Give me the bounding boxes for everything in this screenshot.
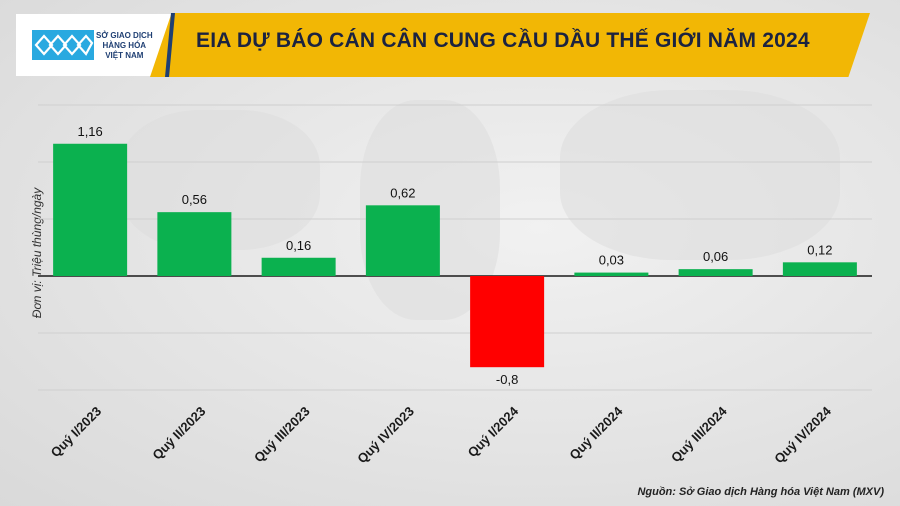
data-label: 0,03 xyxy=(599,253,624,268)
x-tick-label: Quý I/2024 xyxy=(465,403,522,460)
logo-line-1: SỞ GIAO DỊCH xyxy=(96,31,153,40)
x-tick-label: Quý I/2023 xyxy=(48,404,105,461)
header-accent-stripe xyxy=(165,13,175,77)
data-label: 0,12 xyxy=(807,242,832,257)
x-tick-label: Quý III/2024 xyxy=(668,403,730,465)
data-label: 1,16 xyxy=(77,124,102,139)
data-label: 0,06 xyxy=(703,249,728,264)
bar xyxy=(365,205,440,276)
logo-line-3: VIỆT NAM xyxy=(105,51,144,60)
x-tick-label: Quý III/2023 xyxy=(251,404,313,466)
x-tick-label: Quý IV/2024 xyxy=(771,403,834,466)
data-label: 0,62 xyxy=(390,185,415,200)
bar xyxy=(574,272,649,276)
bar xyxy=(261,257,336,276)
logo-text: SỞ GIAO DỊCH HÀNG HÓA VIỆT NAM xyxy=(96,31,153,61)
x-tick-label: Quý II/2024 xyxy=(566,403,626,463)
bar xyxy=(678,269,753,276)
logo-line-2: HÀNG HÓA xyxy=(102,41,147,50)
bar xyxy=(782,262,857,276)
bar xyxy=(53,143,128,276)
data-label: -0,8 xyxy=(496,372,518,387)
chart-title: EIA DỰ BÁO CÁN CÂN CUNG CẦU DẦU THẾ GIỚI… xyxy=(196,29,810,52)
bar xyxy=(157,212,232,276)
x-tick-label: Quý IV/2023 xyxy=(354,404,417,467)
header-banner xyxy=(150,13,870,77)
data-label: 0,56 xyxy=(182,192,207,207)
data-label: 0,16 xyxy=(286,238,311,253)
world-map-decoration xyxy=(560,90,840,260)
source-note: Nguồn: Sở Giao dịch Hàng hóa Việt Nam (M… xyxy=(637,486,884,498)
mxv-logo-icon xyxy=(32,30,94,60)
bar xyxy=(470,276,545,368)
x-tick-label: Quý II/2023 xyxy=(149,404,208,463)
